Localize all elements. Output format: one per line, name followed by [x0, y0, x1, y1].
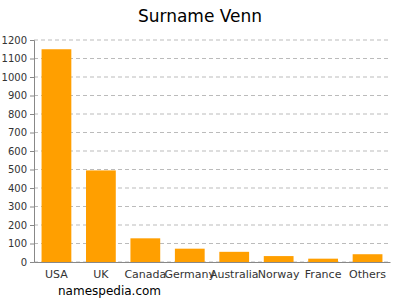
y-tick: 1100: [2, 53, 34, 64]
y-tick-mark: [30, 77, 34, 78]
y-tick: 300: [8, 201, 34, 212]
x-tick-label: Norway: [258, 268, 300, 281]
y-tick-mark: [30, 170, 34, 171]
title: Surname Venn: [138, 6, 262, 26]
y-tick-label: 700: [8, 127, 27, 138]
x-tick-label: Germany: [164, 268, 215, 281]
chart: 0 100 200 300 400 500 600 700 800 900 1000 1100 1200…: [0, 0, 400, 300]
x-tick: Norway: [258, 262, 300, 281]
y-tick-mark: [30, 225, 34, 226]
grid-line: [34, 151, 390, 152]
y-axis: 0 100 200 300 400 500 600 700 800 900 1000 1100 1200: [2, 35, 35, 268]
grid-line: [34, 169, 390, 170]
bar: [86, 170, 116, 262]
y-tick-mark: [30, 188, 34, 189]
bar: [42, 49, 72, 262]
bar: [219, 252, 249, 262]
y-tick-label: 500: [8, 164, 27, 175]
y-tick: 1000: [2, 72, 34, 83]
x-tick-label: USA: [45, 268, 68, 281]
y-tick: 800: [8, 109, 34, 120]
y-tick: 600: [8, 146, 34, 157]
y-tick: 500: [8, 164, 34, 175]
x-axis-line: [35, 262, 391, 263]
y-tick-label: 800: [8, 109, 27, 120]
y-tick-mark: [30, 96, 34, 97]
y-tick: 100: [8, 238, 34, 249]
y-tick-label: 1000: [2, 72, 27, 83]
grid-line: [34, 58, 390, 59]
grid-line: [34, 132, 390, 133]
x-tick-label: Others: [349, 268, 386, 281]
y-tick: 700: [8, 127, 34, 138]
bar: [175, 249, 205, 262]
x-tick: Germany: [164, 262, 215, 281]
y-tick-mark: [30, 114, 34, 115]
x-tick: Canada: [124, 262, 166, 281]
bar: [264, 256, 294, 262]
y-tick: 0: [21, 257, 34, 268]
annotation: namespedia.com: [58, 284, 161, 298]
y-tick-mark: [30, 40, 34, 41]
y-tick-label: 900: [8, 90, 27, 101]
y-tick-mark: [30, 133, 34, 134]
bars: [42, 49, 383, 262]
y-tick-mark: [30, 262, 34, 263]
y-axis-line: [30, 41, 35, 263]
y-tick-label: 100: [8, 238, 27, 249]
x-tick: Others: [349, 262, 386, 281]
x-tick: USA: [45, 262, 68, 281]
y-tick: 200: [8, 220, 34, 231]
grid-line: [34, 40, 390, 41]
y-tick-label: 400: [8, 183, 27, 194]
y-tick-mark: [30, 151, 34, 152]
x-tick-label: France: [305, 268, 342, 281]
x-tick-label: UK: [93, 268, 109, 281]
y-tick-mark: [30, 207, 34, 208]
grid-line: [34, 95, 390, 96]
bar: [353, 254, 383, 262]
grid-line: [34, 77, 390, 78]
x-tick-label: Australia: [210, 268, 259, 281]
bar: [130, 238, 160, 262]
grid: [34, 40, 390, 262]
y-tick-label: 0: [21, 257, 27, 268]
x-tick-label: Canada: [124, 268, 166, 281]
x-tick: UK: [93, 262, 109, 281]
y-tick: 1200: [2, 35, 34, 46]
x-axis: USA UK CanadaGermanyAustraliaNorway France O…: [35, 262, 391, 281]
y-tick-label: 1100: [2, 53, 27, 64]
y-tick-mark: [30, 59, 34, 60]
x-tick: Australia: [210, 262, 259, 281]
y-tick: 400: [8, 183, 34, 194]
grid-line: [34, 114, 390, 115]
plot: 0 100 200 300 400 500 600 700 800 900 1000 1100 1200…: [2, 35, 391, 282]
y-tick-label: 600: [8, 146, 27, 157]
y-tick-label: 1200: [2, 35, 27, 46]
y-tick-mark: [30, 244, 34, 245]
y-tick-label: 200: [8, 220, 27, 231]
y-tick-label: 300: [8, 201, 27, 212]
x-tick: France: [305, 262, 342, 281]
y-tick: 900: [8, 90, 34, 101]
bar: [308, 259, 338, 262]
